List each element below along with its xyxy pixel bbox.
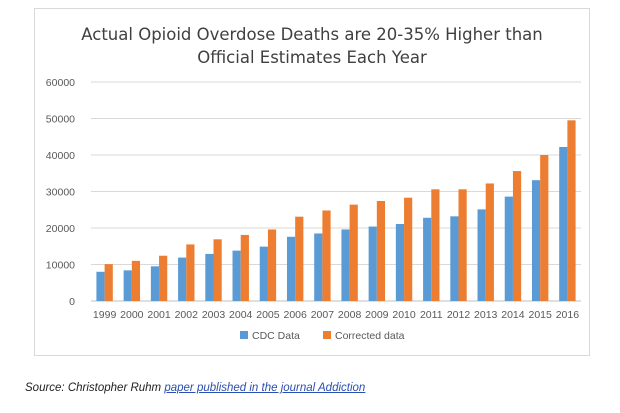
x-tick-label: 2016 (556, 309, 580, 321)
bar-corrected-data (485, 183, 494, 301)
y-tick-label: 40000 (46, 150, 75, 162)
bar-corrected-data (458, 189, 467, 301)
x-tick-label: 2010 (392, 309, 416, 321)
bar-corrected-data (540, 155, 549, 301)
bar-cdc-data (341, 229, 350, 301)
bar-cdc-data (504, 196, 513, 301)
bar-cdc-data (423, 217, 432, 301)
y-tick-label: 30000 (46, 187, 75, 199)
bar-cdc-data (368, 226, 377, 301)
source-prefix: Source: Christopher Ruhm (25, 382, 165, 394)
x-tick-label: 2009 (365, 309, 389, 321)
source-link[interactable]: paper published in the journal Addiction (164, 382, 366, 394)
source-note: Source: Christopher Ruhm paper published… (25, 382, 365, 394)
x-tick-label: 2005 (256, 309, 280, 321)
bar-cdc-data (150, 266, 160, 301)
bar-cdc-data (232, 250, 241, 301)
bar-corrected-data (376, 200, 386, 301)
x-tick-label: 2007 (311, 309, 335, 321)
y-tick-label: 50000 (46, 114, 75, 126)
bar-cdc-data (123, 270, 132, 301)
y-tick-label: 60000 (46, 77, 75, 89)
bar-corrected-data (404, 197, 413, 301)
bar-corrected-data (131, 260, 141, 301)
bar-corrected-data (567, 120, 576, 301)
x-tick-label: 2011 (420, 309, 443, 321)
x-tick-label: 2008 (338, 309, 362, 321)
bar-cdc-data (178, 257, 187, 301)
bar-corrected-data (322, 210, 331, 301)
bar-corrected-data (213, 239, 222, 301)
x-tick-label: 2013 (474, 309, 498, 321)
x-tick-label: 1999 (93, 309, 117, 321)
bar-corrected-data (295, 216, 304, 301)
bar-cdc-data (477, 209, 486, 301)
y-tick-label: 20000 (46, 223, 75, 235)
bar-cdc-data (286, 236, 296, 301)
x-tick-label: 2012 (447, 309, 471, 321)
bar-corrected-data (267, 229, 277, 301)
legend-item-cdc-data: CDC Data (252, 330, 300, 342)
bar-corrected-data (349, 204, 358, 301)
bar-corrected-data (159, 255, 168, 301)
x-tick-label: 2003 (202, 309, 226, 321)
bar-corrected-data (240, 234, 249, 301)
y-tick-label: 0 (69, 296, 75, 308)
x-tick-label: 2002 (175, 309, 199, 321)
x-tick-label: 2006 (283, 309, 307, 321)
chart-frame: Actual Opioid Overdose Deaths are 20-35%… (34, 8, 590, 356)
chart-title-line-1: Actual Opioid Overdose Deaths are 20-35%… (81, 25, 543, 44)
x-tick-label: 2004 (229, 309, 253, 321)
x-tick-label: 2001 (147, 309, 171, 321)
bar-cdc-data (395, 223, 405, 301)
x-tick-label: 2015 (528, 309, 552, 321)
bar-cdc-data (314, 233, 323, 301)
y-tick-label: 10000 (46, 260, 75, 272)
legend-swatch-corrected (323, 331, 331, 339)
chart-title: Actual Opioid Overdose Deaths are 20-35%… (35, 23, 589, 69)
bar-corrected-data (104, 264, 113, 301)
bar-cdc-data (96, 271, 105, 301)
legend-swatch-cdc (240, 331, 248, 339)
bar-cdc-data (559, 146, 568, 301)
bar-cdc-data (205, 253, 214, 301)
chart-title-line-2: Official Estimates Each Year (197, 48, 427, 67)
bar-cdc-data (259, 246, 268, 301)
x-tick-label: 2014 (501, 309, 525, 321)
bar-corrected-data (186, 244, 195, 301)
bar-corrected-data (512, 171, 522, 301)
bar-cdc-data (450, 216, 459, 301)
legend-item-corrected-data: Corrected data (335, 330, 405, 342)
bar-cdc-data (531, 180, 541, 301)
x-tick-label: 2000 (120, 309, 144, 321)
bar-corrected-data (431, 189, 440, 301)
